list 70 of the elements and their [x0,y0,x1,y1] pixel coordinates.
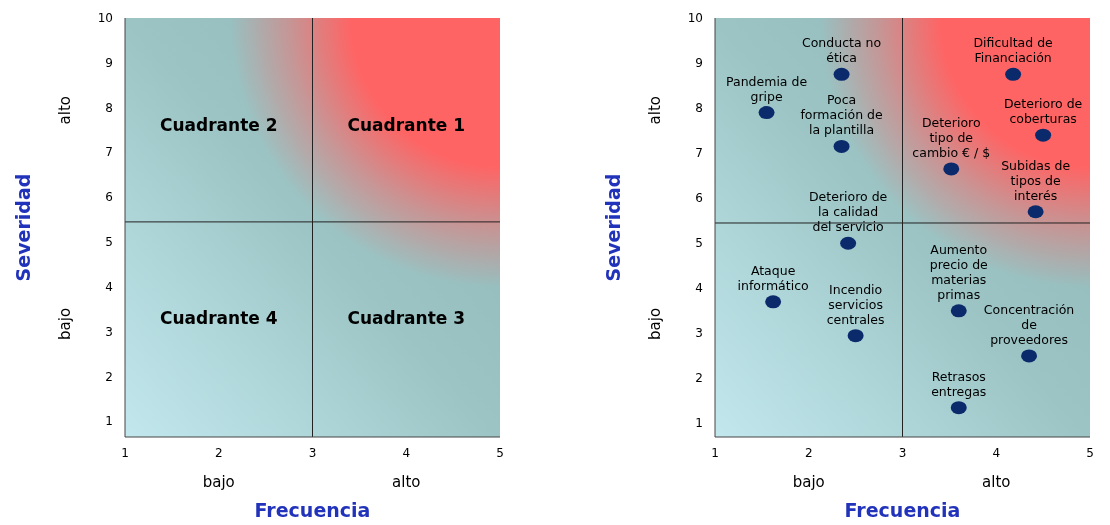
y-tick-label: 10 [687,11,703,25]
point [765,295,782,309]
y-tick-label: 6 [695,191,703,206]
point [847,329,864,343]
y-tick-label: 4 [695,281,703,296]
x-tick-label: 5 [1086,446,1094,460]
y-tick-label: 7 [695,146,703,161]
y-tick-label: 9 [105,55,113,70]
text: bajo [646,307,664,340]
point [840,236,857,250]
y-tick-label: 9 [695,56,703,71]
text: alto [982,473,1011,491]
annotation: Deterioro de la calidad del servicio [808,189,888,235]
annotation: Cuadrante 3 [347,307,466,328]
x-tick-label: 3 [898,446,907,460]
annotation: Subidas de tipos de interés [1001,157,1071,203]
annotation: Retrasos entregas [931,368,987,399]
text: bajo [56,307,74,340]
text: alto [392,473,421,491]
x-axis-title: Frecuencia [254,499,371,521]
y-tick-label: 7 [105,145,113,160]
x-tick-label: 4 [992,446,1001,460]
point [833,139,850,153]
point [950,304,967,318]
y-tick-label: 2 [105,369,113,384]
x-axis-title: Frecuencia [844,499,961,521]
y-tick-label: 5 [695,236,703,251]
annotation: Cuadrante 2 [159,115,278,136]
text: alto [56,95,74,125]
annotation: Dificultad de Financiación [973,35,1054,66]
point [943,162,960,176]
y-tick-label: 2 [695,371,703,386]
annotation: Incendio servicios centrales [826,281,885,327]
annotation: Deterioro de coberturas [1003,96,1083,127]
annotation: Aumento precio de materias primas [929,241,989,302]
y-tick-label: 4 [105,279,113,294]
text: bajo [792,473,825,491]
point [833,67,850,81]
y-tick-label: 6 [105,190,113,205]
x-tick-label: 4 [402,446,411,460]
x-tick-label: 1 [711,446,719,460]
y-tick-label: 3 [105,324,113,339]
y-tick-label: 8 [105,100,113,115]
y-tick-label: 10 [97,11,113,25]
x-tick-label: 5 [496,446,504,460]
point [1035,128,1052,142]
y-tick-label: 1 [695,416,703,431]
point [1005,67,1022,81]
x-tick-label: 2 [214,446,223,460]
y-tick-label: 3 [695,326,703,341]
point [758,106,775,120]
text: alto [646,95,664,125]
annotation: Deterioro tipo de cambio € / $ [912,114,991,160]
annotation: Cuadrante 1 [347,115,466,136]
y-axis-title: Severidad [602,173,624,282]
point [1021,349,1038,363]
annotation: Ataque informático [737,262,809,293]
y-tick-label: 1 [105,414,113,429]
x-tick-label: 1 [121,446,129,460]
text: bajo [202,473,235,491]
x-tick-label: 3 [308,446,317,460]
y-tick-label: 5 [105,235,113,250]
point [950,401,967,415]
y-tick-label: 8 [695,101,703,116]
y-axis-title: Severidad [12,173,34,282]
annotation: Cuadrante 4 [159,307,278,328]
annotation: Concentración de proveedores [983,301,1075,347]
point [1027,205,1044,219]
x-tick-label: 2 [804,446,813,460]
annotation: Conducta no ética [801,35,882,66]
